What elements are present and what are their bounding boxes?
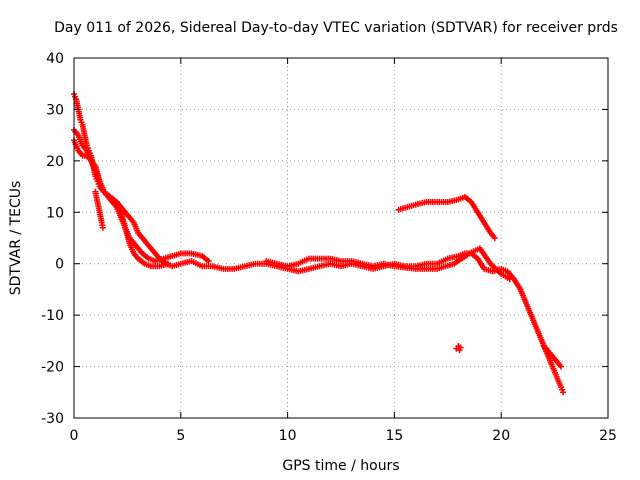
y-tick-label: 30 xyxy=(46,102,64,118)
data-point xyxy=(164,260,171,267)
data-point xyxy=(560,389,567,396)
chart-title: Day 011 of 2026, Sidereal Day-to-day VTE… xyxy=(54,20,618,36)
y-tick-label: 40 xyxy=(46,51,64,67)
x-tick-label: 20 xyxy=(492,428,510,444)
data-point xyxy=(99,224,106,231)
y-tick-label: -30 xyxy=(41,411,64,427)
x-tick-label: 0 xyxy=(70,428,79,444)
x-tick-label: 15 xyxy=(385,428,403,444)
axis-ticks xyxy=(73,57,609,419)
x-tick-label: 5 xyxy=(176,428,185,444)
y-tick-label: 0 xyxy=(55,257,64,273)
data-point xyxy=(506,276,513,283)
x-tick-label: 10 xyxy=(279,428,297,444)
y-tick-label: -10 xyxy=(41,308,64,324)
data-point xyxy=(205,258,212,265)
y-tick-label: 10 xyxy=(46,205,64,221)
data-points xyxy=(71,91,567,396)
data-point xyxy=(491,235,498,241)
y-tick-label: -20 xyxy=(41,360,64,376)
x-tick-label: 25 xyxy=(599,428,617,444)
tick-labels: 0 5 10 15 20 25 -30 -20 -10 0 10 20 30 40 xyxy=(41,51,617,444)
x-axis-label: GPS time / hours xyxy=(282,458,399,474)
data-point xyxy=(456,347,463,354)
data-point xyxy=(558,363,565,370)
y-tick-label: 20 xyxy=(46,154,64,170)
y-axis-label: SDTVAR / TECUs xyxy=(8,181,24,296)
plot-frame xyxy=(73,57,609,419)
